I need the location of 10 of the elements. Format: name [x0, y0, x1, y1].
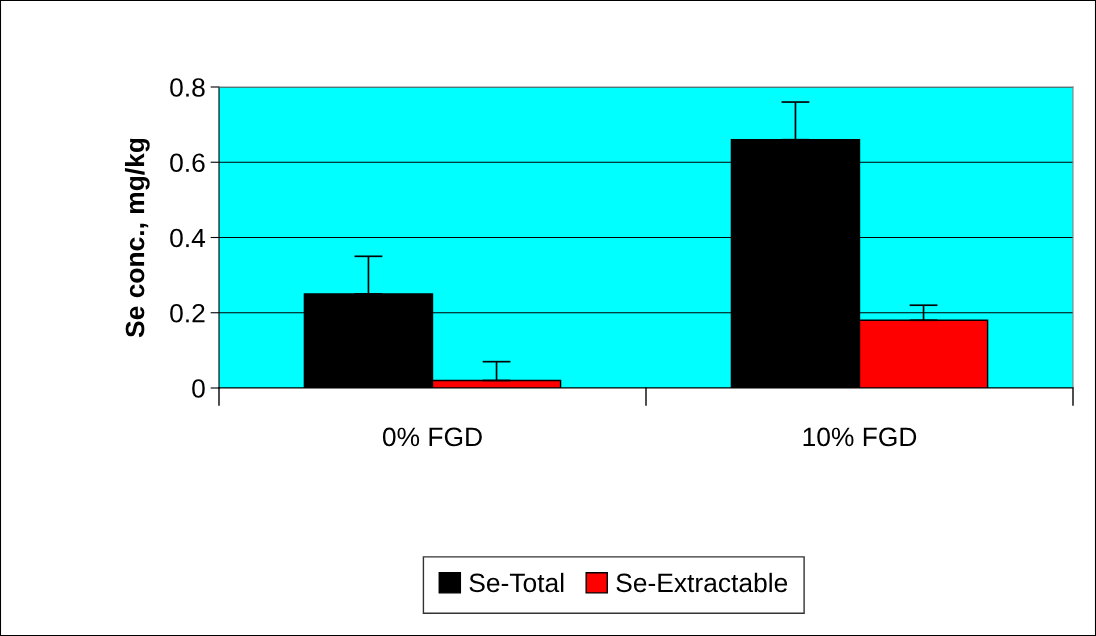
legend-label: Se-Extractable [616, 572, 788, 593]
y-tick-label: 0.6 [170, 153, 205, 173]
x-tick-label: 0% FGD [382, 427, 482, 447]
y-tick-label: 0.4 [170, 228, 206, 248]
x-tick-label: 10% FGD [803, 427, 917, 447]
y-tick-label: 0.2 [170, 303, 205, 323]
y-tick-label: 0 [192, 379, 205, 398]
y-axis-title: Se conc., mg/kg [124, 138, 150, 338]
legend-label: Se-Total [469, 572, 564, 593]
y-tick-label: 0.8 [170, 78, 205, 97]
